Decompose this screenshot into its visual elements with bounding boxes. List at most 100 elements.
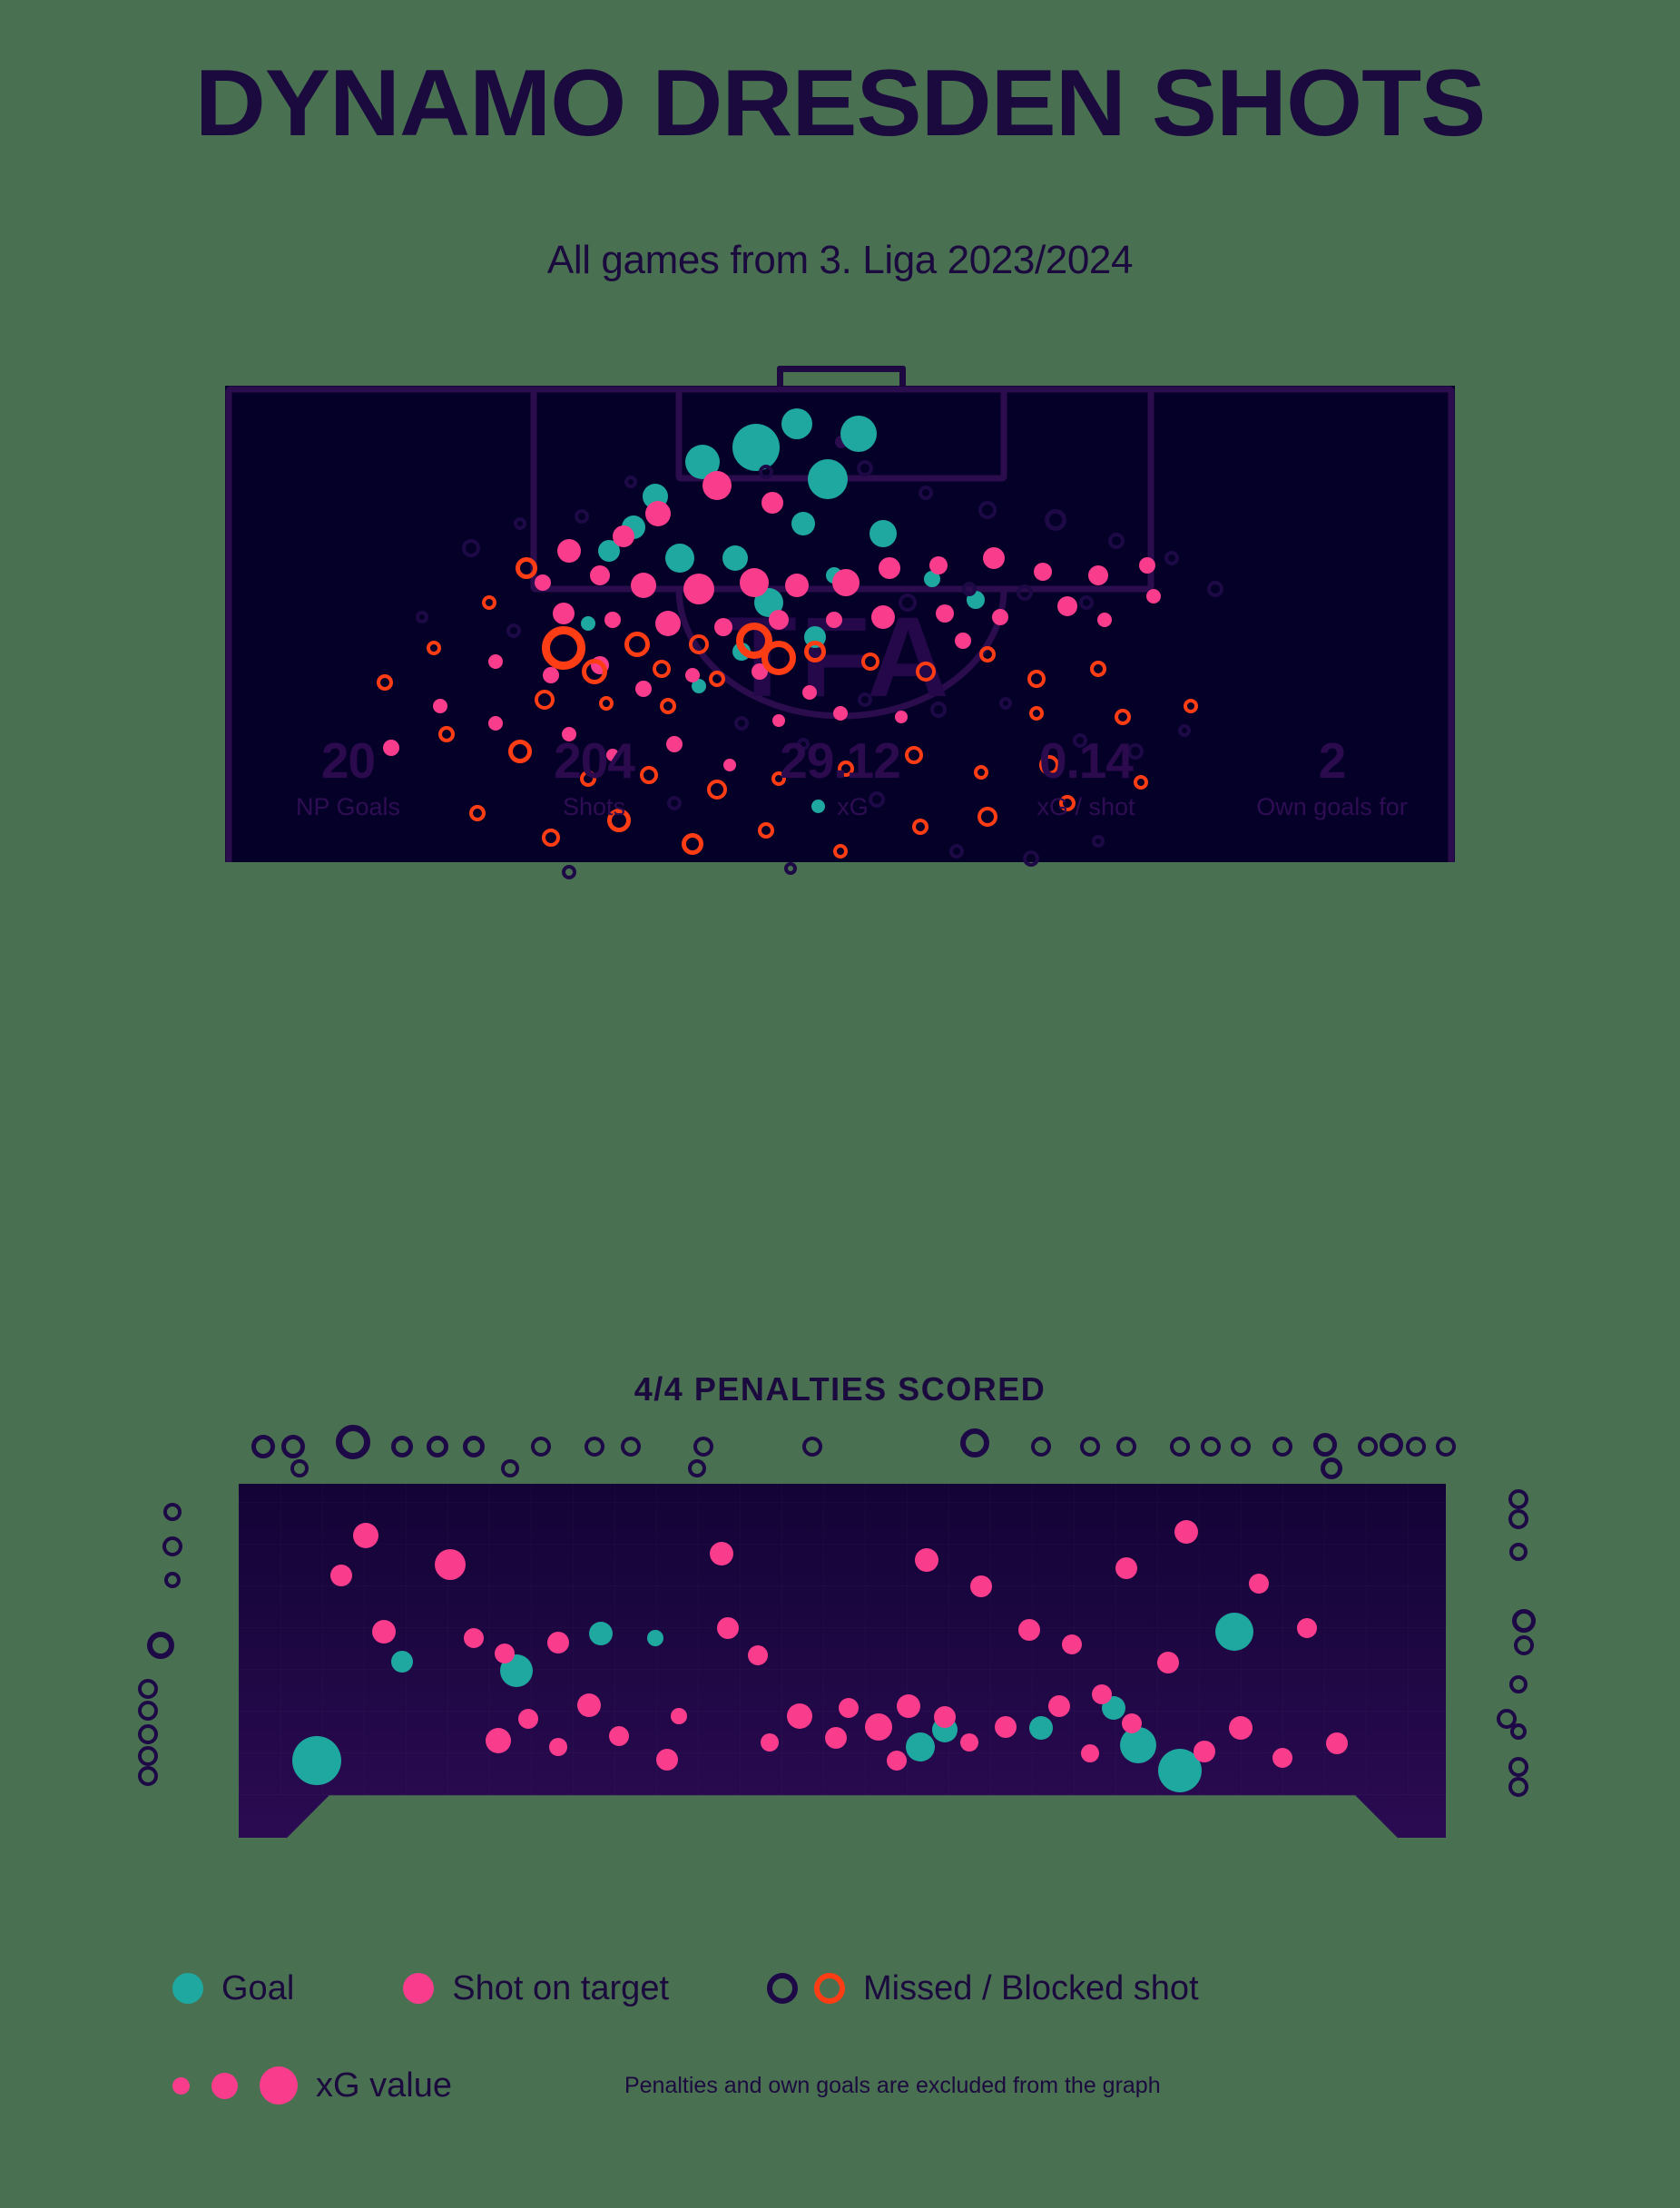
shot-marker-block [1090,660,1107,677]
shot-marker-block [437,725,455,742]
shot-marker-block [838,760,855,777]
shot-marker-ontgt [684,668,700,683]
legend-item-xg-value: xG value [172,2066,452,2105]
shot-marker-block [979,646,997,663]
shot-marker-block [427,640,442,655]
shot-marker-ontgt [832,706,848,721]
exclusion-note: Penalties and own goals are excluded fro… [624,2072,1161,2098]
goal-swatch-icon [172,1973,203,2004]
shot-marker-miss [1508,1675,1528,1694]
shot-marker-block [1183,699,1198,714]
shot-marker-ontgt [935,604,954,623]
shot-marker-ontgt [761,492,783,515]
stat-label: NP Goals [295,792,401,820]
shot-marker-block [541,625,585,670]
stat-own-goals-for: 2 Own goals for [1215,734,1449,821]
shot-marker-miss [1272,1436,1293,1457]
shot-marker-block [1115,708,1132,725]
shot-marker-miss [1436,1436,1456,1457]
shot-marker-block [761,641,796,676]
shot-marker-block [1134,775,1149,790]
shot-marker-block [653,659,672,678]
shot-marker-miss [1200,1436,1221,1457]
shot-marker-ontgt [716,1617,739,1640]
shot-marker-ontgt [634,681,652,698]
shot-marker-miss [146,1632,174,1660]
shot-marker-ontgt [656,1748,679,1771]
shot-marker-block [535,689,555,710]
shot-marker-ontgt [710,1542,733,1566]
shot-marker-goal [791,512,815,535]
shot-marker-block [1059,794,1076,811]
shot-marker-goal [869,520,897,548]
shot-marker-miss [514,517,527,530]
legend-label-missed-blocked: Missed / Blocked shot [863,1968,1199,2007]
shot-marker-miss [784,862,798,875]
shot-marker-miss [1170,1436,1191,1457]
shot-marker-ontgt [613,525,635,547]
shot-marker-block [659,698,676,715]
shot-marker-miss [138,1724,159,1745]
shot-marker-ontgt [785,574,810,598]
shot-marker-miss [463,1435,486,1457]
shot-marker-ontgt [494,1643,515,1663]
shot-marker-ontgt [994,1715,1017,1738]
shot-marker-miss [978,500,997,519]
shot-marker-miss [961,582,977,597]
shot-marker-ontgt [549,1737,568,1756]
shot-marker-ontgt [832,568,860,596]
shot-marker-goal [292,1736,342,1786]
shot-marker-ontgt [665,736,683,753]
shot-marker-miss [856,460,873,477]
shot-marker-block [681,833,703,856]
shot-marker-ontgt [434,1549,466,1581]
shot-marker-ontgt [934,1706,957,1729]
shot-marker-ontgt [747,1644,768,1665]
shot-marker-ontgt [713,618,732,636]
shot-marker-ontgt [1326,1732,1349,1755]
shot-marker-ontgt [488,716,504,731]
shot-marker-miss [415,610,428,623]
shot-marker-miss [1072,733,1087,749]
shot-marker-ontgt [433,699,448,714]
shot-marker-block [579,770,596,788]
goal-frame [777,366,906,388]
shot-marker-ontgt [543,667,560,684]
shot-marker-block [542,828,561,847]
shot-marker-ontgt [1297,1618,1318,1639]
shot-marker-miss [1079,1436,1100,1457]
shot-marker-ontgt [552,602,575,624]
stat-value: 20 [320,732,376,789]
shot-marker-block [624,632,650,657]
shot-marker-miss [280,1434,305,1458]
shot-marker-miss [1405,1436,1426,1457]
shot-marker-ontgt [915,1548,939,1573]
shot-marker-miss [899,594,918,613]
shot-marker-miss [506,623,522,638]
shot-marker-goal [807,458,848,499]
stat-np-goals: 20 NP Goals [231,732,465,821]
pitch-surface: TFA 20 NP Goals 204 Shots 29.12 xG 0.14 xG / sh… [225,386,1455,879]
shot-marker-miss [162,1502,182,1521]
shot-marker-miss [693,1436,714,1457]
shot-marker-miss [1313,1433,1337,1457]
shot-marker-ontgt [1057,596,1078,617]
shot-marker-block [709,671,725,687]
shot-marker-ontgt [1122,1713,1143,1734]
shot-marker-miss [1496,1708,1517,1729]
shot-marker-miss [138,1701,159,1722]
shot-marker-miss [530,1436,551,1457]
shot-marker-miss [1508,1543,1528,1562]
shot-marker-ontgt [959,1732,978,1752]
shot-marker-goal [906,1732,936,1761]
shot-marker-miss [336,1424,371,1459]
shot-marker-ontgt [1272,1747,1293,1768]
shot-marker-ontgt [604,612,621,629]
page-title: DYNAMO DRESDEN SHOTS [194,51,1487,156]
shot-marker-ontgt [878,557,900,580]
pitch-shot-map: TFA 20 NP Goals 204 Shots 29.12 xG 0.14 xG / sh… [225,366,1455,879]
shot-marker-miss [1164,551,1180,565]
shot-marker-miss [624,476,638,489]
shot-marker-ontgt [1018,1619,1041,1642]
shot-marker-ontgt [761,1732,780,1752]
